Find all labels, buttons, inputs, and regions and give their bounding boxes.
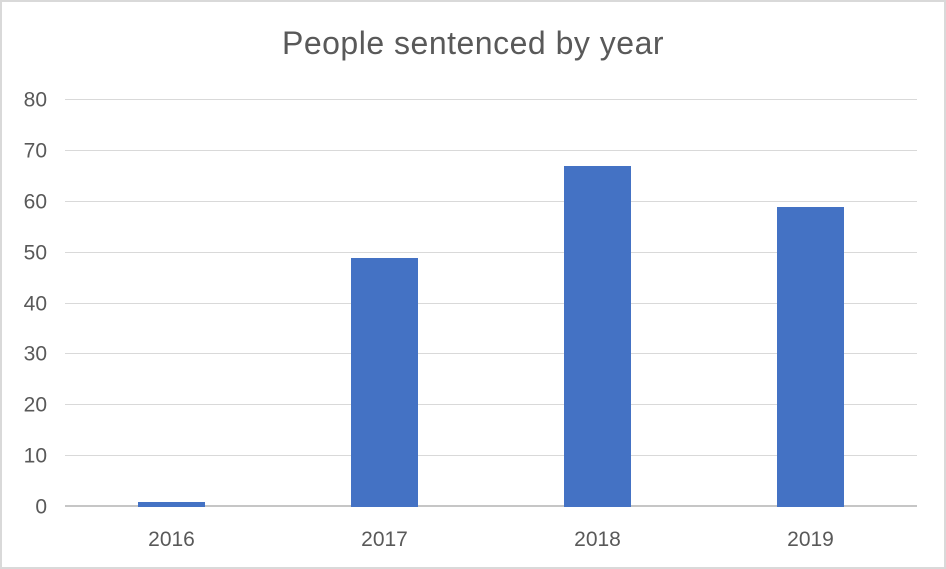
y-tick-label: 80 xyxy=(23,88,47,112)
gridline xyxy=(65,200,917,202)
y-tick-label: 20 xyxy=(23,393,47,417)
y-tick-label: 60 xyxy=(23,190,47,214)
bar-slot xyxy=(491,100,704,507)
bar-slot xyxy=(278,100,491,507)
x-tick-label: 2016 xyxy=(148,528,195,551)
gridline xyxy=(65,251,917,253)
plot-area xyxy=(65,99,917,507)
bar-slot xyxy=(65,100,278,507)
bar-series xyxy=(65,100,917,507)
x-tick-label: 2017 xyxy=(361,528,408,551)
x-axis-line xyxy=(65,505,917,507)
y-tick-label: 40 xyxy=(23,292,47,315)
bar-2018 xyxy=(564,166,631,507)
y-tick-label: 70 xyxy=(23,139,47,163)
chart-title: People sentenced by year xyxy=(281,25,665,61)
gridline xyxy=(65,404,917,406)
gridline xyxy=(65,302,917,304)
bar-2017 xyxy=(351,257,418,507)
y-tick-label: 10 xyxy=(23,444,47,468)
gridline xyxy=(65,99,917,100)
x-tick-label: 2018 xyxy=(574,528,621,551)
y-tick-label: 0 xyxy=(35,495,47,519)
bar-2016 xyxy=(138,501,205,507)
x-tick-label: 2019 xyxy=(787,528,834,551)
bar-2019 xyxy=(777,206,844,507)
y-tick-label: 50 xyxy=(23,241,47,265)
gridline xyxy=(65,149,917,151)
x-axis-labels: 2016 2017 2018 2019 xyxy=(65,525,917,554)
y-axis-labels: 0 10 20 30 40 50 60 70 80 xyxy=(2,90,47,518)
gridline xyxy=(65,353,917,355)
gridline xyxy=(65,455,917,457)
y-tick-label: 30 xyxy=(23,342,47,366)
bar-slot xyxy=(704,100,917,507)
